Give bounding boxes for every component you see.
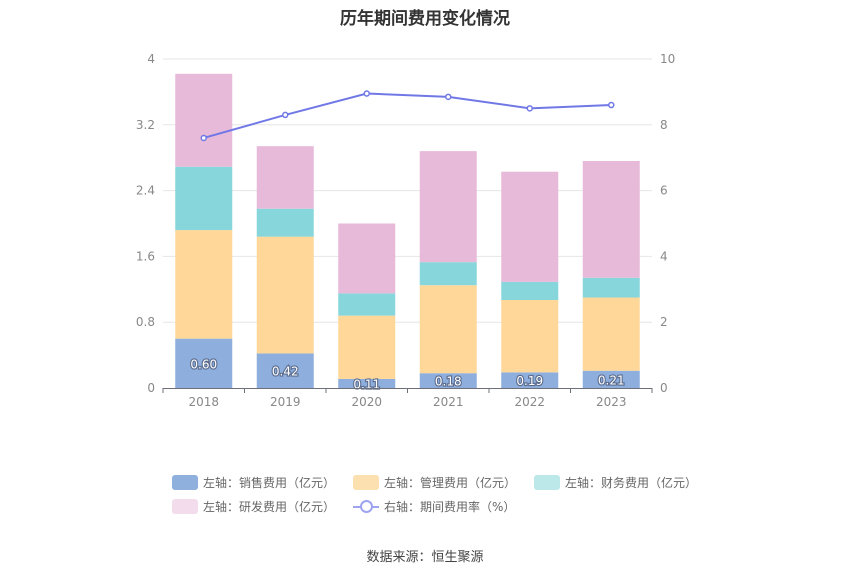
bar-segment [501, 171, 559, 282]
y-right-tick-label: 2 [660, 315, 668, 329]
x-tick-label: 2020 [351, 395, 382, 409]
data-label: 0.11 [353, 377, 380, 391]
legend-swatch-rate-icon [353, 499, 380, 514]
bar-segment [175, 73, 233, 167]
legend-label-finance: 左轴：财务费用（亿元） [565, 475, 698, 490]
axes: 0 0.8 1.6 2.4 3.2 4 0 2 4 6 8 10 2018 2019 2020 2021 202… [136, 52, 675, 409]
y-right-tick-label: 6 [660, 184, 668, 198]
bar-segment [501, 299, 559, 373]
legend-swatch-finance [534, 474, 561, 490]
legend-swatch-sales [172, 474, 198, 490]
y-left-tick-label: 0 [147, 381, 155, 395]
bar-segment [175, 338, 233, 388]
rate-point [608, 101, 615, 109]
y-left-tick-label: 3.2 [136, 118, 155, 132]
data-label: 0.18 [435, 375, 462, 389]
legend-item-finance[interactable]: 左轴：财务费用（亿元） [534, 474, 697, 491]
data-source: 数据来源：恒生聚源 [366, 550, 484, 565]
data-label: 0.19 [516, 374, 543, 388]
bar-segment [419, 262, 477, 286]
rate-point [445, 93, 452, 101]
legend-label-sales: 左轴：销售费用（亿元） [203, 475, 336, 490]
bar-segment [582, 297, 640, 371]
legend-swatch-admin [353, 474, 380, 490]
bar-segment [582, 370, 640, 388]
y-right-tick-label: 4 [660, 249, 668, 263]
rate-line [203, 92, 612, 139]
y-left-tick-label: 4 [147, 52, 155, 66]
data-label: 0.42 [272, 365, 299, 379]
x-tick-label: 2018 [188, 395, 219, 409]
bar-segment [256, 236, 314, 354]
bar-segment [175, 166, 233, 231]
rate-point [282, 111, 289, 119]
bar-segment [582, 160, 640, 278]
rate-point [200, 134, 207, 142]
legend-label-admin: 左轴：管理费用（亿元） [384, 475, 517, 490]
y-right-tick-label: 8 [660, 118, 668, 132]
legend-item-admin[interactable]: 左轴：管理费用（亿元） [353, 474, 516, 491]
bar-series [175, 73, 640, 388]
grid-lines [163, 58, 652, 323]
rate-point [363, 90, 370, 97]
bar-segment [501, 281, 559, 300]
x-tick-label: 2023 [596, 395, 627, 409]
y-left-tick-label: 2.4 [136, 184, 155, 198]
bar-segment [419, 373, 477, 388]
bar-segment [338, 315, 396, 379]
data-labels: 0.60 0.42 0.11 0.18 0.19 0.21 [189, 356, 625, 392]
y-right-tick-label: 0 [660, 381, 668, 395]
bar-segment [338, 223, 396, 294]
bar-segment [338, 293, 396, 316]
bar-segment [338, 378, 396, 388]
x-tick-label: 2022 [514, 395, 545, 409]
chart-title: 历年期间费用变化情况 [340, 9, 510, 29]
y-left-tick-label: 0.8 [136, 315, 155, 329]
bar-segment [419, 151, 477, 263]
bar-segment [419, 285, 477, 374]
bar-segment [256, 208, 314, 237]
chart-plot: 0.600.420.11 0.18 0.19 0.21 00.81.62.43.240… [136, 52, 675, 409]
legend-item-rate[interactable]: 右轴：期间费用率（%） [353, 498, 515, 515]
bar-segment [582, 277, 640, 298]
bar-segment [501, 372, 559, 388]
x-tick-label: 2019 [270, 395, 301, 409]
rate-line-series [200, 90, 615, 142]
y-right-tick-label: 10 [660, 52, 675, 66]
x-tick-label: 2021 [433, 395, 464, 409]
y-left-tick-label: 1.6 [136, 249, 155, 263]
legend-row-2: 左轴：研发费用（亿元） 右轴：期间费用率（%） [172, 494, 712, 518]
legend-item-rnd[interactable]: 左轴：研发费用（亿元） [172, 498, 335, 515]
data-label: 0.21 [598, 373, 625, 387]
legend-item-sales[interactable]: 左轴：销售费用（亿元） [172, 474, 335, 491]
legend-swatch-rnd [172, 498, 198, 514]
bar-segment [256, 353, 314, 388]
legend-label-rate: 右轴：期间费用率（%） [384, 499, 516, 514]
legend-row-1: 左轴：销售费用（亿元） 左轴：管理费用（亿元） 左轴：财务费用（亿元） [172, 470, 712, 494]
rate-point [526, 105, 533, 112]
legend-label-rnd: 左轴：研发费用（亿元） [203, 499, 336, 514]
data-label: 0.60 [190, 357, 217, 371]
bar-segment [175, 230, 233, 339]
bar-segment [256, 146, 314, 209]
legend: 左轴：销售费用（亿元） 左轴：管理费用（亿元） 左轴：财务费用（亿元） 左轴：研… [172, 470, 712, 518]
